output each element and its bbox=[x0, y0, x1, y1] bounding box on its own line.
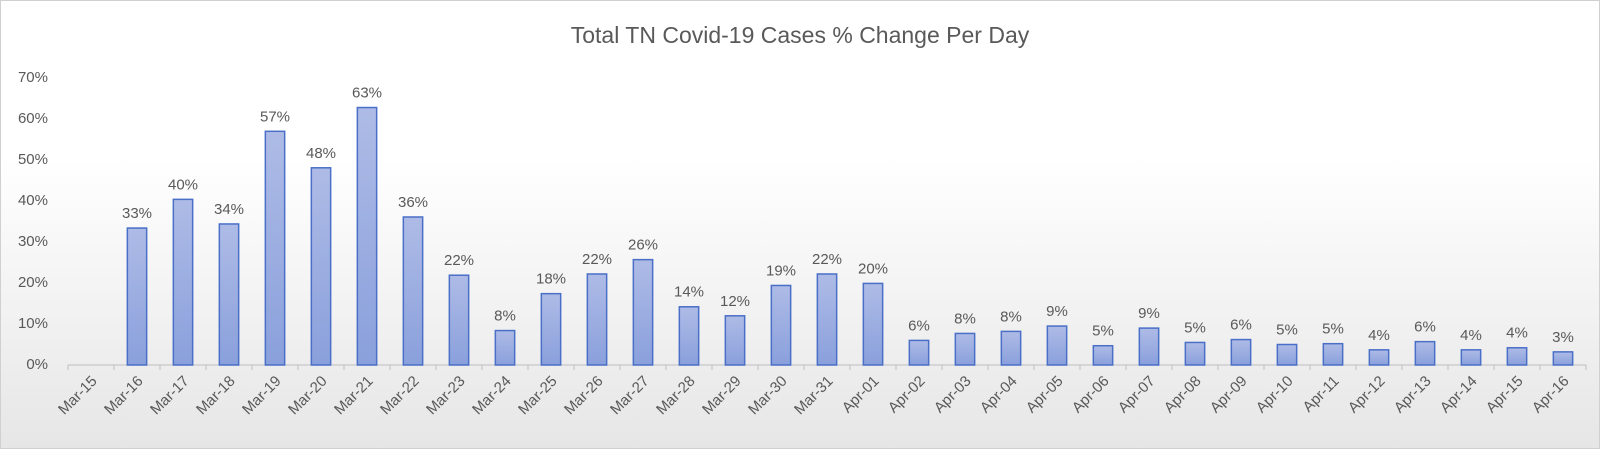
bar bbox=[1230, 338, 1252, 366]
bar bbox=[1184, 341, 1206, 366]
bar bbox=[862, 282, 884, 366]
data-label: 57% bbox=[260, 108, 290, 125]
bar bbox=[172, 198, 194, 366]
data-label: 19% bbox=[766, 262, 796, 279]
data-label: 48% bbox=[306, 145, 336, 162]
data-label: 36% bbox=[398, 194, 428, 211]
data-label: 26% bbox=[628, 237, 658, 254]
data-label: 22% bbox=[444, 252, 474, 269]
bar bbox=[1506, 347, 1528, 366]
data-label: 63% bbox=[352, 84, 382, 101]
bar bbox=[586, 273, 608, 366]
bar bbox=[1276, 343, 1298, 366]
data-label: 9% bbox=[1138, 305, 1160, 322]
data-label: 6% bbox=[908, 317, 930, 334]
y-tick-label: 0% bbox=[26, 356, 48, 373]
bar bbox=[1092, 344, 1114, 366]
data-label: 3% bbox=[1552, 329, 1574, 346]
bar bbox=[816, 273, 838, 366]
data-label: 9% bbox=[1046, 303, 1068, 320]
data-label: 5% bbox=[1276, 321, 1298, 338]
data-label: 6% bbox=[1414, 319, 1436, 336]
data-label: 4% bbox=[1460, 327, 1482, 344]
data-label: 8% bbox=[494, 308, 516, 325]
data-label: 6% bbox=[1230, 317, 1252, 334]
y-tick-label: 30% bbox=[18, 233, 48, 250]
data-label: 4% bbox=[1368, 327, 1390, 344]
bar bbox=[356, 106, 378, 366]
y-tick-label: 20% bbox=[18, 274, 48, 291]
data-label: 40% bbox=[168, 176, 198, 193]
data-label: 8% bbox=[1000, 308, 1022, 325]
bar bbox=[540, 292, 562, 366]
bar bbox=[310, 167, 332, 366]
data-label: 5% bbox=[1322, 321, 1344, 338]
bar bbox=[402, 216, 424, 366]
bar bbox=[770, 284, 792, 366]
data-label: 5% bbox=[1092, 323, 1114, 340]
bar bbox=[908, 339, 930, 366]
y-tick-label: 40% bbox=[18, 192, 48, 209]
data-label: 22% bbox=[582, 251, 612, 268]
bar bbox=[126, 227, 148, 366]
data-label: 14% bbox=[674, 284, 704, 301]
bar bbox=[1046, 325, 1068, 366]
bar bbox=[1000, 330, 1022, 366]
bar bbox=[1138, 327, 1160, 366]
data-label: 22% bbox=[812, 251, 842, 268]
data-label: 34% bbox=[214, 201, 244, 218]
bar bbox=[724, 315, 746, 366]
bar bbox=[218, 223, 240, 366]
bar bbox=[678, 306, 700, 366]
chart-title: Total TN Covid-19 Cases % Change Per Day bbox=[571, 22, 1030, 48]
bar bbox=[448, 274, 470, 366]
bar bbox=[1414, 340, 1436, 366]
y-tick-label: 50% bbox=[18, 151, 48, 168]
data-label: 20% bbox=[858, 260, 888, 277]
bar bbox=[1552, 351, 1574, 366]
data-label: 5% bbox=[1184, 319, 1206, 336]
bar bbox=[494, 329, 516, 366]
data-label: 12% bbox=[720, 293, 750, 310]
bar bbox=[264, 130, 286, 366]
y-tick-label: 60% bbox=[18, 110, 48, 127]
data-label: 8% bbox=[954, 310, 976, 327]
data-label: 18% bbox=[536, 271, 566, 288]
data-label: 33% bbox=[122, 205, 152, 222]
y-tick-label: 10% bbox=[18, 315, 48, 332]
y-tick-label: 70% bbox=[18, 69, 48, 86]
data-label: 4% bbox=[1506, 325, 1528, 342]
bar bbox=[632, 258, 654, 366]
bar bbox=[1322, 342, 1344, 366]
bar bbox=[1460, 349, 1482, 366]
bar bbox=[1368, 349, 1390, 366]
bar bbox=[954, 332, 976, 366]
